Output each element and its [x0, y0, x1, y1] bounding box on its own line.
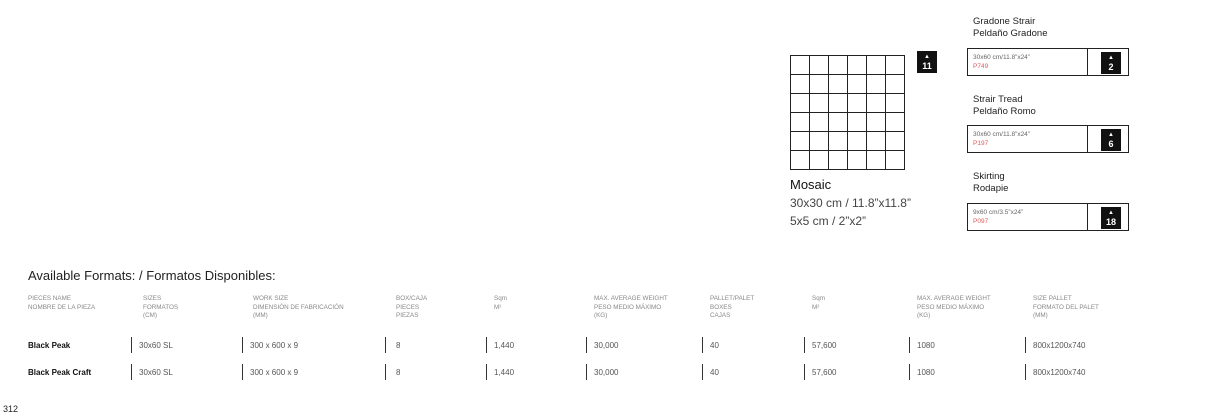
- piece-box-skirting: 9x60 cm/3.5”x24” P097 ▲ 18: [967, 203, 1129, 231]
- header-piece-name: PIECES NAME NOMBRE DE LA PIEZA: [28, 295, 96, 311]
- piece-badge: ▲ 2: [1101, 52, 1121, 74]
- formats-title: Available Formats: / Formatos Disponible…: [28, 268, 276, 283]
- box-icon: ▲: [1108, 54, 1114, 61]
- piece-badge: ▲ 18: [1101, 207, 1121, 229]
- header-box-sqm: Sqm M²: [494, 295, 507, 311]
- box-icon: ▲: [924, 53, 930, 60]
- mosaic-box-badge: ▲ 11: [917, 51, 937, 73]
- header-work-size: WORK SIZE DIMENSIÓN DE FABRICACIÓN (Mm): [253, 295, 344, 319]
- box-icon: ▲: [1108, 209, 1114, 216]
- header-sizes: SIZES FORMATOS (Cm): [143, 295, 179, 319]
- piece-box-gradone: 30x60 cm/11.8”x24” P749 ▲ 2: [967, 48, 1129, 76]
- piece-name-gradone: Gradone Strair Peldaño Gradone: [973, 16, 1048, 39]
- piece-name-tread: Strair Tread Peldaño Romo: [973, 94, 1036, 117]
- header-pallet-weight: MAX. AVERAGE WEIGHT PESO MEDIO MÁXIMO (Kg): [917, 295, 991, 319]
- box-icon: ▲: [1108, 131, 1114, 138]
- header-box-weight: MAX. AVERAGE WEIGHT PESO MEDIO MÁXIMO (Kg): [594, 295, 668, 319]
- piece-name-skirting: Skirting Rodapie: [973, 171, 1009, 194]
- mosaic-title: Mosaic: [790, 177, 832, 192]
- piece-box-tread: 30x60 cm/11.8”x24” P197 ▲ 6: [967, 125, 1129, 153]
- mosaic-chip-size: 5x5 cm / 2”x2”: [790, 214, 867, 228]
- header-pallet-sqm: Sqm M²: [812, 295, 825, 311]
- piece-badge: ▲ 6: [1101, 129, 1121, 151]
- header-pallet-boxes: PALLET/PALET BOXES CAJAS: [710, 295, 755, 319]
- header-box-pieces: BOX/CAJA PIECES PIEZAS: [396, 295, 428, 319]
- mosaic-size: 30x30 cm / 11.8”x11.8”: [790, 196, 911, 210]
- page-number: 312: [3, 404, 19, 414]
- header-pallet-size: SIZE PALLET FORMATO DEL PALET (Mm): [1033, 295, 1099, 319]
- mosaic-grid-illustration: [790, 55, 905, 170]
